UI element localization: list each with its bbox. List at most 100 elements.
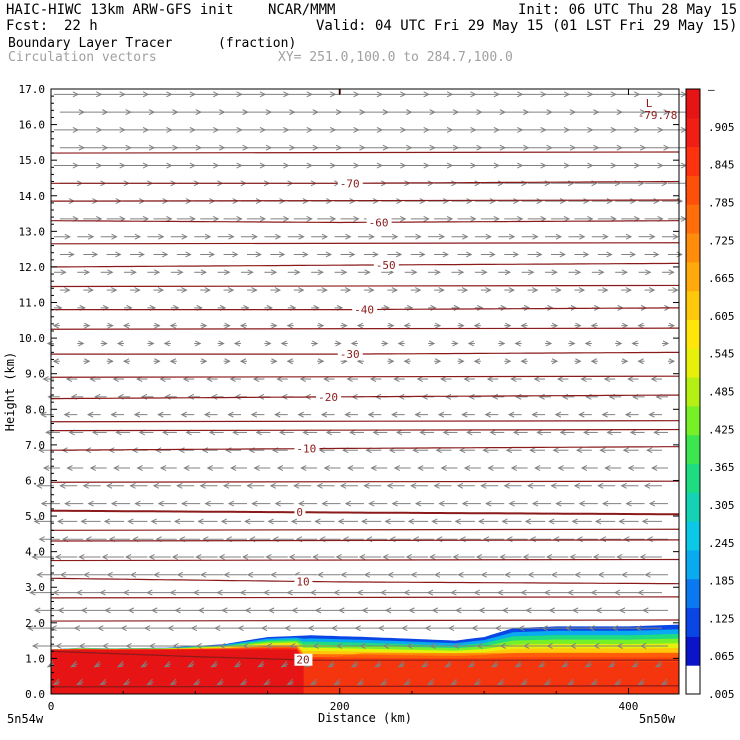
vector-head bbox=[434, 322, 442, 329]
vector-head bbox=[265, 643, 273, 649]
y-tick-label: 9.0 bbox=[25, 368, 45, 381]
vector-head bbox=[654, 660, 662, 668]
y-tick-label: 11.0 bbox=[19, 297, 46, 310]
vector-head bbox=[337, 518, 345, 525]
vector-head bbox=[625, 287, 632, 294]
vector-head bbox=[227, 411, 234, 418]
vector-head bbox=[672, 233, 679, 240]
init-time: Init: 06 UTC Thu 28 May 15 bbox=[518, 2, 738, 18]
vector-head bbox=[559, 251, 566, 258]
vector-head bbox=[140, 660, 147, 668]
vector-head bbox=[317, 322, 325, 329]
vector-head bbox=[380, 589, 387, 596]
vector-head bbox=[555, 500, 562, 507]
vector-head bbox=[397, 660, 405, 668]
vector-head bbox=[590, 589, 597, 596]
vector-head bbox=[321, 500, 328, 507]
vector-head bbox=[146, 678, 153, 686]
vector-head bbox=[176, 482, 183, 489]
y-axis-title: Height (km) bbox=[3, 352, 17, 431]
vector-head bbox=[415, 233, 422, 240]
vector-head bbox=[571, 518, 578, 525]
vector-head bbox=[27, 625, 34, 632]
vector-head bbox=[122, 589, 130, 596]
vector-head bbox=[569, 643, 577, 649]
vector-head bbox=[382, 643, 390, 649]
vector-head bbox=[440, 376, 447, 382]
vector-head bbox=[384, 607, 392, 614]
vector-head bbox=[602, 500, 609, 507]
vector-head bbox=[204, 233, 212, 240]
vector-head bbox=[321, 287, 328, 294]
vector-head bbox=[115, 251, 122, 258]
colorbar-swatch bbox=[686, 233, 700, 263]
colorbar-label: .365 bbox=[708, 461, 735, 474]
vector-head bbox=[143, 625, 151, 632]
vector-head bbox=[497, 180, 505, 187]
vector-head bbox=[169, 589, 176, 596]
vector-head bbox=[575, 322, 582, 329]
vector-head bbox=[424, 625, 431, 632]
contour-label-bg bbox=[316, 390, 342, 403]
colorbar-swatch bbox=[686, 319, 700, 349]
vector-head bbox=[650, 376, 657, 382]
vector-head bbox=[38, 536, 45, 543]
vector-head bbox=[136, 465, 143, 471]
y-tick-label: 16.0 bbox=[19, 119, 46, 132]
vector-head bbox=[335, 554, 342, 560]
vector-head bbox=[154, 358, 161, 365]
vector-head bbox=[403, 678, 411, 686]
y-tick-label: 2.0 bbox=[25, 617, 45, 630]
vector-head bbox=[516, 215, 524, 222]
vector-head bbox=[499, 643, 507, 649]
vector-head bbox=[250, 411, 258, 418]
vector-head bbox=[233, 340, 241, 347]
vector-head bbox=[208, 251, 216, 258]
vector-head bbox=[186, 660, 194, 668]
vector-head bbox=[206, 465, 213, 471]
colorbar-label: .785 bbox=[708, 196, 735, 209]
vector-head bbox=[169, 678, 177, 686]
colorbar-swatch bbox=[686, 290, 700, 320]
colorbar-label: .905 bbox=[708, 121, 735, 134]
vector-head bbox=[505, 447, 513, 454]
vector-head bbox=[150, 518, 157, 525]
temperature-contour bbox=[50, 428, 680, 432]
vector-head bbox=[246, 571, 254, 578]
vector-head bbox=[146, 589, 153, 596]
vector-head bbox=[257, 660, 264, 668]
vector-head bbox=[520, 589, 527, 596]
colorbar-swatch bbox=[686, 463, 700, 493]
vector-head bbox=[564, 625, 572, 632]
vector-head bbox=[410, 571, 417, 578]
vector-head bbox=[393, 465, 401, 471]
vector-head bbox=[214, 625, 221, 632]
vector-head bbox=[157, 500, 165, 507]
vector-head bbox=[513, 198, 520, 205]
vector-head bbox=[87, 500, 94, 507]
vector-head bbox=[321, 233, 329, 240]
vector-head bbox=[204, 500, 211, 507]
temperature-contour bbox=[50, 284, 680, 288]
vector-head bbox=[478, 607, 485, 614]
vector-head bbox=[76, 589, 83, 596]
vector-head bbox=[64, 287, 71, 294]
vector-head bbox=[660, 678, 668, 686]
vector-head bbox=[251, 233, 258, 240]
vector-head bbox=[426, 678, 434, 686]
vector-head bbox=[613, 589, 621, 596]
vector-head bbox=[494, 625, 502, 632]
vector-head bbox=[286, 322, 293, 329]
vector-head bbox=[423, 215, 430, 222]
vector-head bbox=[575, 447, 583, 454]
vector-head bbox=[401, 625, 408, 632]
y-tick-label: 7.0 bbox=[25, 439, 45, 452]
vector-head bbox=[259, 215, 267, 222]
vector-head bbox=[466, 251, 473, 258]
vector-head bbox=[514, 340, 521, 347]
vector-head bbox=[306, 215, 313, 222]
vector-head bbox=[567, 589, 574, 596]
colorbar-swatch bbox=[686, 405, 700, 436]
vector-head bbox=[216, 678, 223, 686]
vector-head bbox=[218, 554, 225, 560]
